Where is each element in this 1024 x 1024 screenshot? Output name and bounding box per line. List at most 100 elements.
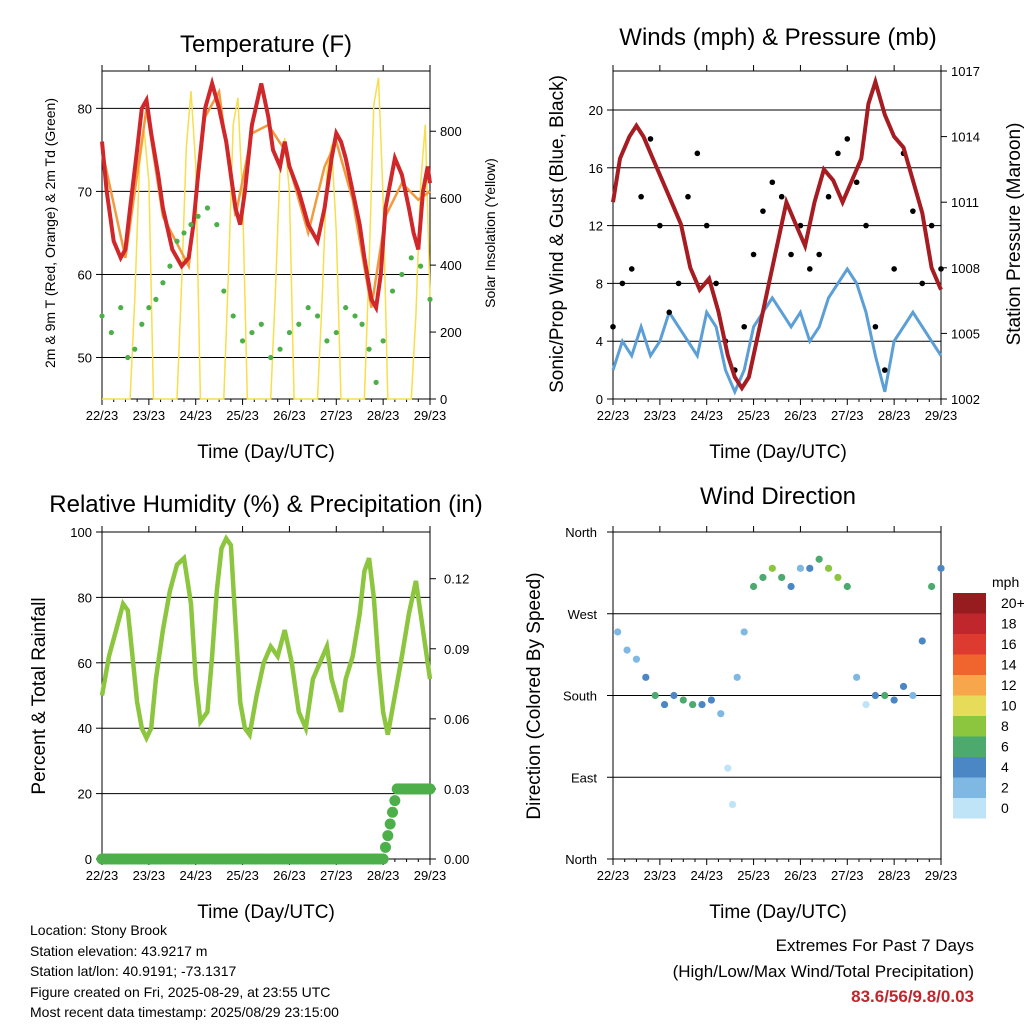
- humidity-y2-tick-label: 0.03: [444, 782, 469, 797]
- gust-point: [919, 280, 926, 287]
- dewpoint-point: [359, 321, 365, 327]
- gust-point: [647, 136, 654, 142]
- gust-point: [628, 266, 635, 272]
- dewpoint-point: [99, 313, 105, 319]
- station-latlon: Station lat/lon: 40.9191; -73.1317: [30, 963, 237, 979]
- temperature-title: Temperature (F): [180, 31, 352, 58]
- direction-x-tick-label: 27/23: [831, 868, 864, 883]
- gust-point: [778, 193, 785, 200]
- temp-2m-line: [100, 76, 432, 314]
- gust-point: [891, 266, 897, 272]
- direction-point: [881, 691, 889, 700]
- speed-legend-swatch: [953, 736, 986, 757]
- direction-point: [834, 573, 842, 582]
- precipitation-point: [384, 818, 396, 830]
- winds-x-tick-label: 24/23: [690, 408, 723, 423]
- temperature-panel: Temperature (F) 22/23 23/23 24/23 25/23 26/2…: [42, 31, 498, 463]
- solar-insolation-line: [102, 77, 431, 400]
- gust-point: [910, 208, 916, 214]
- direction-point: [623, 646, 631, 654]
- speed-legend-swatch: [953, 757, 986, 778]
- dewpoint-point: [418, 263, 424, 269]
- gust-point: [928, 222, 935, 229]
- station-info: Location: Stony Brook Station elevation:…: [30, 920, 339, 1023]
- temperature-x-tick-label: 25/23: [226, 408, 259, 423]
- station-pressure-line: [611, 75, 943, 392]
- dewpoint-point: [389, 288, 396, 294]
- winds-x-tick-label: 25/23: [737, 408, 770, 423]
- dewpoint-point: [221, 288, 227, 294]
- direction-y-tick-label: North: [565, 852, 597, 867]
- direction-x-tick-label: 22/23: [597, 868, 630, 883]
- humidity-x-tick-label: 28/23: [367, 868, 400, 883]
- dewpoint-point: [188, 222, 194, 228]
- direction-point: [740, 628, 748, 636]
- speed-legend-label: 10: [1001, 698, 1017, 714]
- direction-panel: Wind Direction 22/23 23/23 24/23 25/23 26/23…: [524, 483, 1024, 923]
- direction-point: [890, 696, 898, 704]
- winds-x-label: Time (Day/UTC): [709, 442, 847, 463]
- direction-point: [937, 564, 945, 572]
- humidity-x-tick-label: 22/23: [86, 868, 119, 883]
- speed-legend-swatch: [953, 613, 986, 634]
- temperature-x-tick-label: 22/23: [86, 408, 119, 423]
- humidity-y-tick-label: 0: [85, 852, 92, 867]
- speed-legend-label: 16: [1001, 636, 1017, 652]
- temperature-y-tick-label: 80: [78, 101, 92, 116]
- temperature-y-tick-label: 60: [78, 267, 92, 282]
- winds-y-tick-label: 8: [596, 276, 603, 291]
- gust-point: [638, 193, 644, 200]
- direction-point: [679, 696, 687, 704]
- wind-speed-line: [611, 266, 943, 396]
- winds-y-tick-label: 4: [596, 334, 603, 349]
- temperature-y2-tick-label: 400: [440, 258, 462, 273]
- direction-point: [778, 573, 786, 582]
- temperature-y2-tick-label: 600: [440, 191, 462, 206]
- humidity-x-tick-label: 23/23: [133, 868, 166, 883]
- gust-point: [703, 222, 710, 229]
- gust-point: [741, 323, 747, 330]
- dewpoint-point: [258, 321, 264, 327]
- speed-legend-swatch: [953, 593, 986, 614]
- winds-y2-tick-label: 1011: [951, 195, 979, 210]
- speed-legend-swatch: [953, 654, 986, 675]
- winds-y-tick-label: 16: [589, 161, 603, 176]
- winds-y2-tick-label: 1014: [951, 130, 980, 145]
- speed-legend-swatch: [953, 798, 986, 819]
- speed-legend-label: 12: [1001, 677, 1017, 693]
- humidity-title: Relative Humidity (%) & Precipitation (i…: [49, 491, 482, 518]
- direction-y-tick-label: East: [571, 770, 597, 785]
- winds-panel: Winds (mph) & Pressure (mb) 22/23 23/23 24…: [547, 24, 1024, 463]
- temperature-y-tick-label: 50: [78, 350, 92, 365]
- direction-point: [796, 564, 805, 572]
- direction-point: [717, 710, 725, 718]
- extremes-subheading: (High/Low/Max Wind/Total Precipitation): [672, 961, 974, 981]
- gust-point: [750, 251, 757, 258]
- direction-point: [918, 637, 926, 645]
- gust-point: [853, 179, 860, 186]
- gust-point: [807, 266, 813, 272]
- dewpoint-point: [343, 305, 349, 311]
- gust-point: [938, 266, 944, 272]
- humidity-y2-tick-label: 0.00: [444, 852, 469, 867]
- temperature-x-label: Time (Day/UTC): [197, 442, 335, 463]
- winds-x-tick-label: 29/23: [925, 408, 958, 423]
- winds-y2-tick-label: 1005: [951, 326, 980, 341]
- temperature-x-tick-label: 23/23: [133, 408, 166, 423]
- dewpoint-point: [286, 329, 293, 336]
- direction-title: Wind Direction: [700, 483, 856, 510]
- precipitation-point: [389, 795, 401, 807]
- speed-legend-swatch: [953, 634, 986, 655]
- dewpoint-point: [427, 296, 433, 302]
- dewpoint-point: [153, 296, 159, 302]
- winds-x-tick-label: 22/23: [597, 408, 630, 423]
- direction-point: [899, 682, 908, 691]
- temperature-x-tick-label: 29/23: [414, 408, 447, 423]
- gust-point: [713, 280, 719, 287]
- direction-x-tick-label: 29/23: [925, 868, 958, 883]
- winds-y2-tick-label: 1008: [951, 261, 980, 276]
- direction-point: [733, 673, 741, 681]
- winds-x-tick-label: 26/23: [784, 408, 817, 423]
- gust-point: [657, 222, 663, 229]
